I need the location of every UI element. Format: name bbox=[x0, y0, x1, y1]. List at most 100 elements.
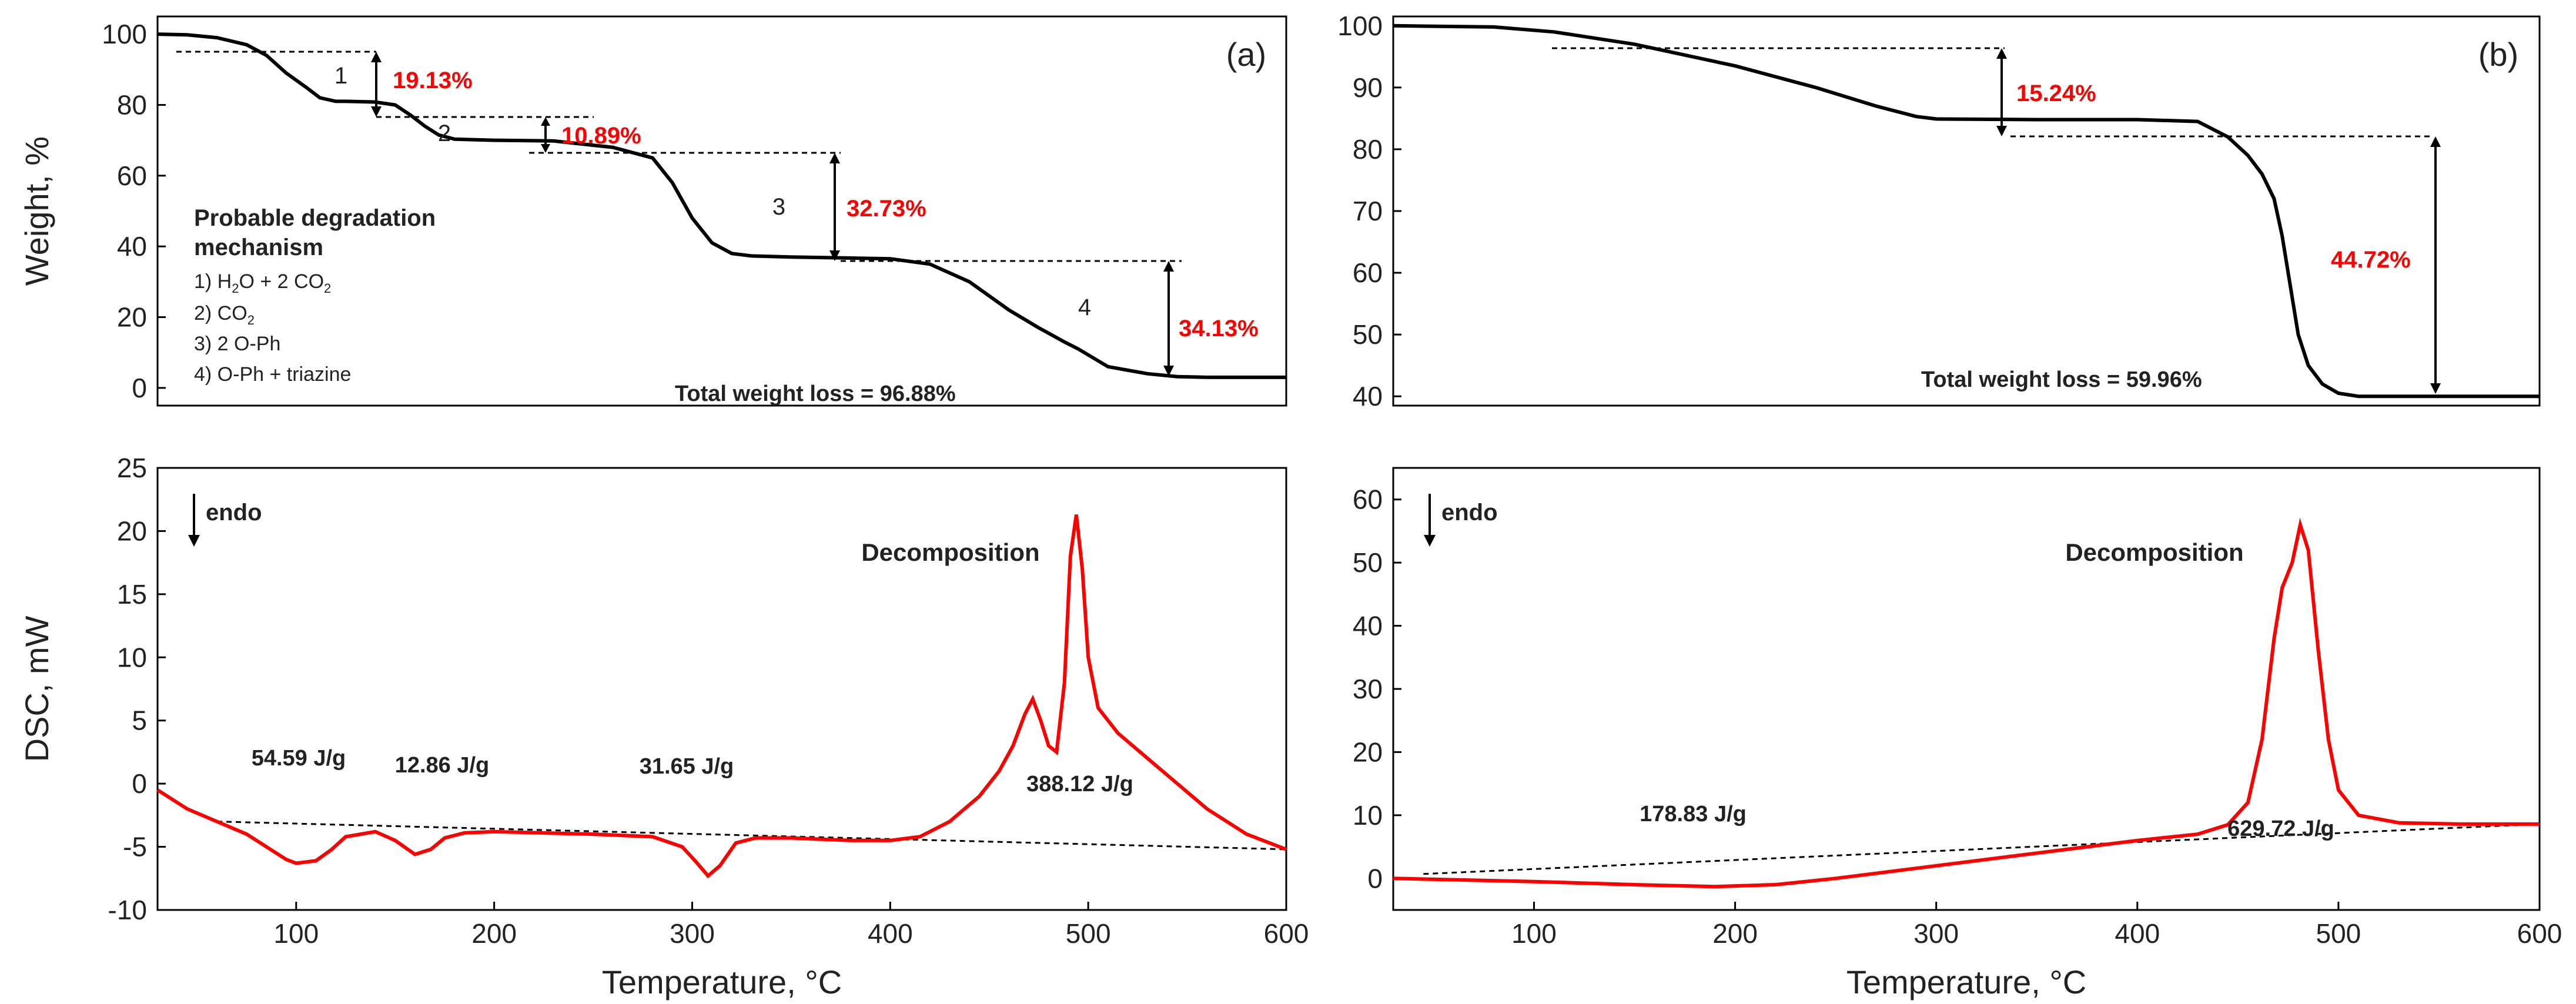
x-tick-label: 400 bbox=[868, 918, 913, 949]
panel-a-tga: 0 20 40 60 80 100 Weight, % (a) 1 2 3 bbox=[18, 15, 1287, 407]
y-tick-label: 25 bbox=[117, 453, 147, 483]
series-line bbox=[157, 32, 1286, 379]
x-tick-label: 200 bbox=[471, 918, 517, 949]
x-tick-label: 100 bbox=[1511, 918, 1557, 949]
x-axis-label: Temperature, °C bbox=[1846, 963, 2086, 1000]
mechanism-legend: Probable degradation mechanism 1) H2O + … bbox=[194, 205, 436, 386]
panel-b-dsc: 0 10 20 30 40 50 60 100 200 300 400 500 600 Tempera… bbox=[1353, 467, 2562, 1000]
step-guides bbox=[176, 51, 1182, 262]
enthalpy-label-1: 178.83 J/g bbox=[1640, 802, 1747, 826]
enthalpy-label-2: 12.86 J/g bbox=[395, 753, 490, 778]
endo-label: endo bbox=[206, 500, 262, 526]
y-tick-label: -10 bbox=[108, 895, 147, 925]
y-axis-label: Weight, % bbox=[18, 136, 55, 286]
total-weight-loss-a: Total weight loss = 96.88% bbox=[675, 381, 956, 406]
step-arrows bbox=[375, 59, 1170, 369]
y-tick-label: 80 bbox=[1353, 134, 1383, 165]
y-tick-label: 20 bbox=[117, 516, 147, 546]
enthalpy-label-2: 629.72 J/g bbox=[2227, 816, 2334, 841]
mechanism-step-3: 3) 2 O-Ph bbox=[194, 333, 280, 355]
y-tick-label: 50 bbox=[1353, 319, 1383, 350]
x-axis-label: Temperature, °C bbox=[602, 963, 842, 1000]
x-tick-label: 400 bbox=[2115, 918, 2160, 949]
y-tick-label: 40 bbox=[117, 231, 147, 262]
x-tick-label: 200 bbox=[1712, 918, 1758, 949]
loss-label-1: 15.24% bbox=[2016, 81, 2096, 106]
y-tick-label: 100 bbox=[1337, 11, 1383, 41]
mechanism-step-1: 1) H2O + 2 CO2 bbox=[194, 270, 331, 296]
enthalpy-label-1: 54.59 J/g bbox=[252, 746, 346, 771]
series-line bbox=[1393, 518, 2540, 889]
y-tick-label: 90 bbox=[1353, 72, 1383, 103]
step-arrows bbox=[2000, 55, 2437, 387]
y-tick-label: 5 bbox=[132, 705, 147, 736]
x-ticks: 100 200 300 400 500 600 bbox=[1511, 902, 2562, 949]
plot-frame bbox=[156, 467, 1287, 911]
y-tick-label: 80 bbox=[117, 89, 147, 120]
series-line-dsc-a bbox=[156, 514, 1287, 879]
panel-label-a: (a) bbox=[1226, 36, 1266, 73]
y-tick-label: -5 bbox=[123, 832, 147, 862]
step-label-3: 3 bbox=[772, 194, 785, 220]
y-tick-label: 10 bbox=[117, 642, 147, 672]
x-tick-label: 600 bbox=[1264, 918, 1309, 949]
y-ticks: 40 50 60 70 80 90 100 bbox=[1337, 11, 1401, 411]
down-arrow-icon bbox=[188, 535, 200, 547]
y-axis-label: DSC, mW bbox=[18, 615, 55, 762]
arrow-heads bbox=[1996, 48, 2441, 394]
y-tick-label: 40 bbox=[1353, 381, 1383, 411]
y-tick-label: 60 bbox=[117, 160, 147, 191]
peak-label: Decomposition bbox=[2065, 538, 2243, 566]
peak-label: Decomposition bbox=[861, 538, 1039, 566]
y-ticks: -10 -5 0 5 10 15 20 25 bbox=[108, 453, 166, 925]
endo-marker: endo bbox=[1424, 494, 1498, 547]
x-ticks: 100 200 300 400 500 600 bbox=[273, 902, 1309, 949]
y-tick-label: 100 bbox=[102, 19, 147, 49]
step-label-2: 2 bbox=[438, 121, 451, 146]
endo-label: endo bbox=[1441, 500, 1498, 526]
x-tick-label: 500 bbox=[2316, 918, 2361, 949]
baseline-dashed bbox=[1423, 823, 2540, 875]
x-tick-label: 100 bbox=[273, 918, 319, 949]
mechanism-title-line1: Probable degradation bbox=[194, 205, 436, 231]
step-label-1: 1 bbox=[334, 63, 347, 89]
y-tick-label: 15 bbox=[117, 579, 147, 610]
y-tick-label: 10 bbox=[1353, 800, 1383, 831]
plot-frame bbox=[156, 15, 1287, 407]
y-tick-label: 60 bbox=[1353, 484, 1383, 515]
y-tick-label: 0 bbox=[1367, 863, 1383, 893]
loss-label-2: 44.72% bbox=[2331, 247, 2411, 273]
enthalpy-label-4: 388.12 J/g bbox=[1026, 772, 1133, 796]
y-tick-label: 40 bbox=[1353, 611, 1383, 641]
y-tick-label: 30 bbox=[1353, 674, 1383, 704]
y-tick-label: 0 bbox=[132, 373, 147, 403]
loss-label-4: 34.13% bbox=[1179, 316, 1259, 342]
series-line-tga-a bbox=[157, 32, 1286, 379]
mechanism-step-2: 2) CO2 bbox=[194, 302, 255, 327]
y-tick-label: 60 bbox=[1353, 257, 1383, 288]
panel-b-tga: 40 50 60 70 80 90 100 (b) 15.24% 44.72% Total … bbox=[1337, 11, 2541, 411]
y-tick-label: 20 bbox=[1353, 737, 1383, 767]
y-tick-label: 50 bbox=[1353, 547, 1383, 578]
y-ticks: 0 20 40 60 80 100 bbox=[102, 19, 166, 403]
panel-a-dsc: -10 -5 0 5 10 15 20 25 100 200 300 400 500 600 DSC, … bbox=[18, 453, 1309, 1000]
arrow-heads bbox=[371, 52, 1174, 376]
loss-label-3: 32.73% bbox=[847, 196, 926, 222]
loss-label-1: 19.13% bbox=[393, 68, 473, 93]
y-tick-label: 20 bbox=[117, 302, 147, 333]
enthalpy-label-3: 31.65 J/g bbox=[640, 754, 734, 779]
x-tick-label: 300 bbox=[1913, 918, 1959, 949]
series-line bbox=[156, 514, 1287, 879]
down-arrow-icon bbox=[1424, 535, 1436, 547]
mechanism-title-line2: mechanism bbox=[194, 235, 323, 260]
y-tick-label: 0 bbox=[132, 768, 147, 799]
x-tick-label: 500 bbox=[1066, 918, 1111, 949]
x-tick-label: 300 bbox=[670, 918, 715, 949]
x-tick-label: 600 bbox=[2517, 918, 2562, 949]
step-label-4: 4 bbox=[1078, 294, 1091, 320]
endo-marker: endo bbox=[188, 494, 262, 547]
total-weight-loss-b: Total weight loss = 59.96% bbox=[1921, 367, 2202, 392]
loss-label-2: 10.89% bbox=[561, 123, 641, 149]
panel-label-b: (b) bbox=[2478, 36, 2518, 73]
